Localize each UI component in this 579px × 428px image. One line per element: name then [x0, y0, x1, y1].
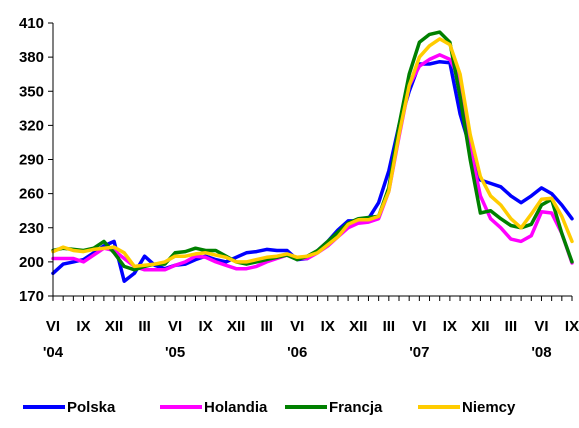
y-tick-label: 170 [19, 288, 44, 305]
series-line-francja [51, 30, 574, 272]
x-tick-label: IX [321, 318, 335, 335]
series-layer [51, 30, 574, 283]
x-tick-label: IX [565, 318, 579, 335]
y-tick-label: 230 [19, 220, 44, 237]
x-tick-label: IX [443, 318, 457, 335]
y-tick-label: 260 [19, 186, 44, 203]
x-tick-label: III [383, 318, 396, 335]
x-tick-label: VI [412, 318, 426, 335]
x-tick-label: XII [471, 318, 489, 335]
x-tick-label: XII [105, 318, 123, 335]
x-tick-label: III [138, 318, 151, 335]
legend-label: Francja [329, 399, 383, 416]
y-tick-label: 380 [19, 49, 44, 66]
legend-item-niemcy: Niemcy [418, 399, 516, 416]
x-tick-label: VI [290, 318, 304, 335]
x-tick-label: XII [349, 318, 367, 335]
x-tick-label: IX [199, 318, 213, 335]
x-tick-label: III [505, 318, 518, 335]
y-tick-label: 410 [19, 15, 44, 32]
x-tick-label: VI [168, 318, 182, 335]
legend-item-francja: Francja [285, 399, 383, 416]
x-tick-label: III [260, 318, 273, 335]
y-tick-label: 290 [19, 152, 44, 169]
x-tick-label: XII [227, 318, 245, 335]
series-line-polska [51, 59, 574, 283]
legend-item-holandia: Holandia [160, 399, 268, 416]
legend-label: Niemcy [462, 399, 516, 416]
x-year-label: '06 [287, 344, 307, 361]
series-line-niemcy [51, 37, 574, 269]
x-year-label: '04 [43, 344, 64, 361]
x-year-label: '07 [409, 344, 429, 361]
x-tick-label: VI [534, 318, 548, 335]
x-year-label: '05 [165, 344, 185, 361]
x-year-label: '08 [531, 344, 551, 361]
x-tick-label: IX [76, 318, 90, 335]
legend-item-polska: Polska [23, 399, 116, 416]
y-tick-label: 320 [19, 117, 44, 134]
axes: 170 200 230 260 290 320 350 380 410 VI IX XII III VI I… [19, 15, 579, 361]
y-tick-label: 350 [19, 83, 44, 100]
y-tick-label: 200 [19, 254, 44, 271]
legend: Polska Holandia Francja Niemcy [23, 399, 516, 416]
legend-label: Holandia [204, 399, 268, 416]
legend-label: Polska [67, 399, 116, 416]
series-line-holandia [51, 53, 574, 272]
x-tick-label: VI [46, 318, 60, 335]
